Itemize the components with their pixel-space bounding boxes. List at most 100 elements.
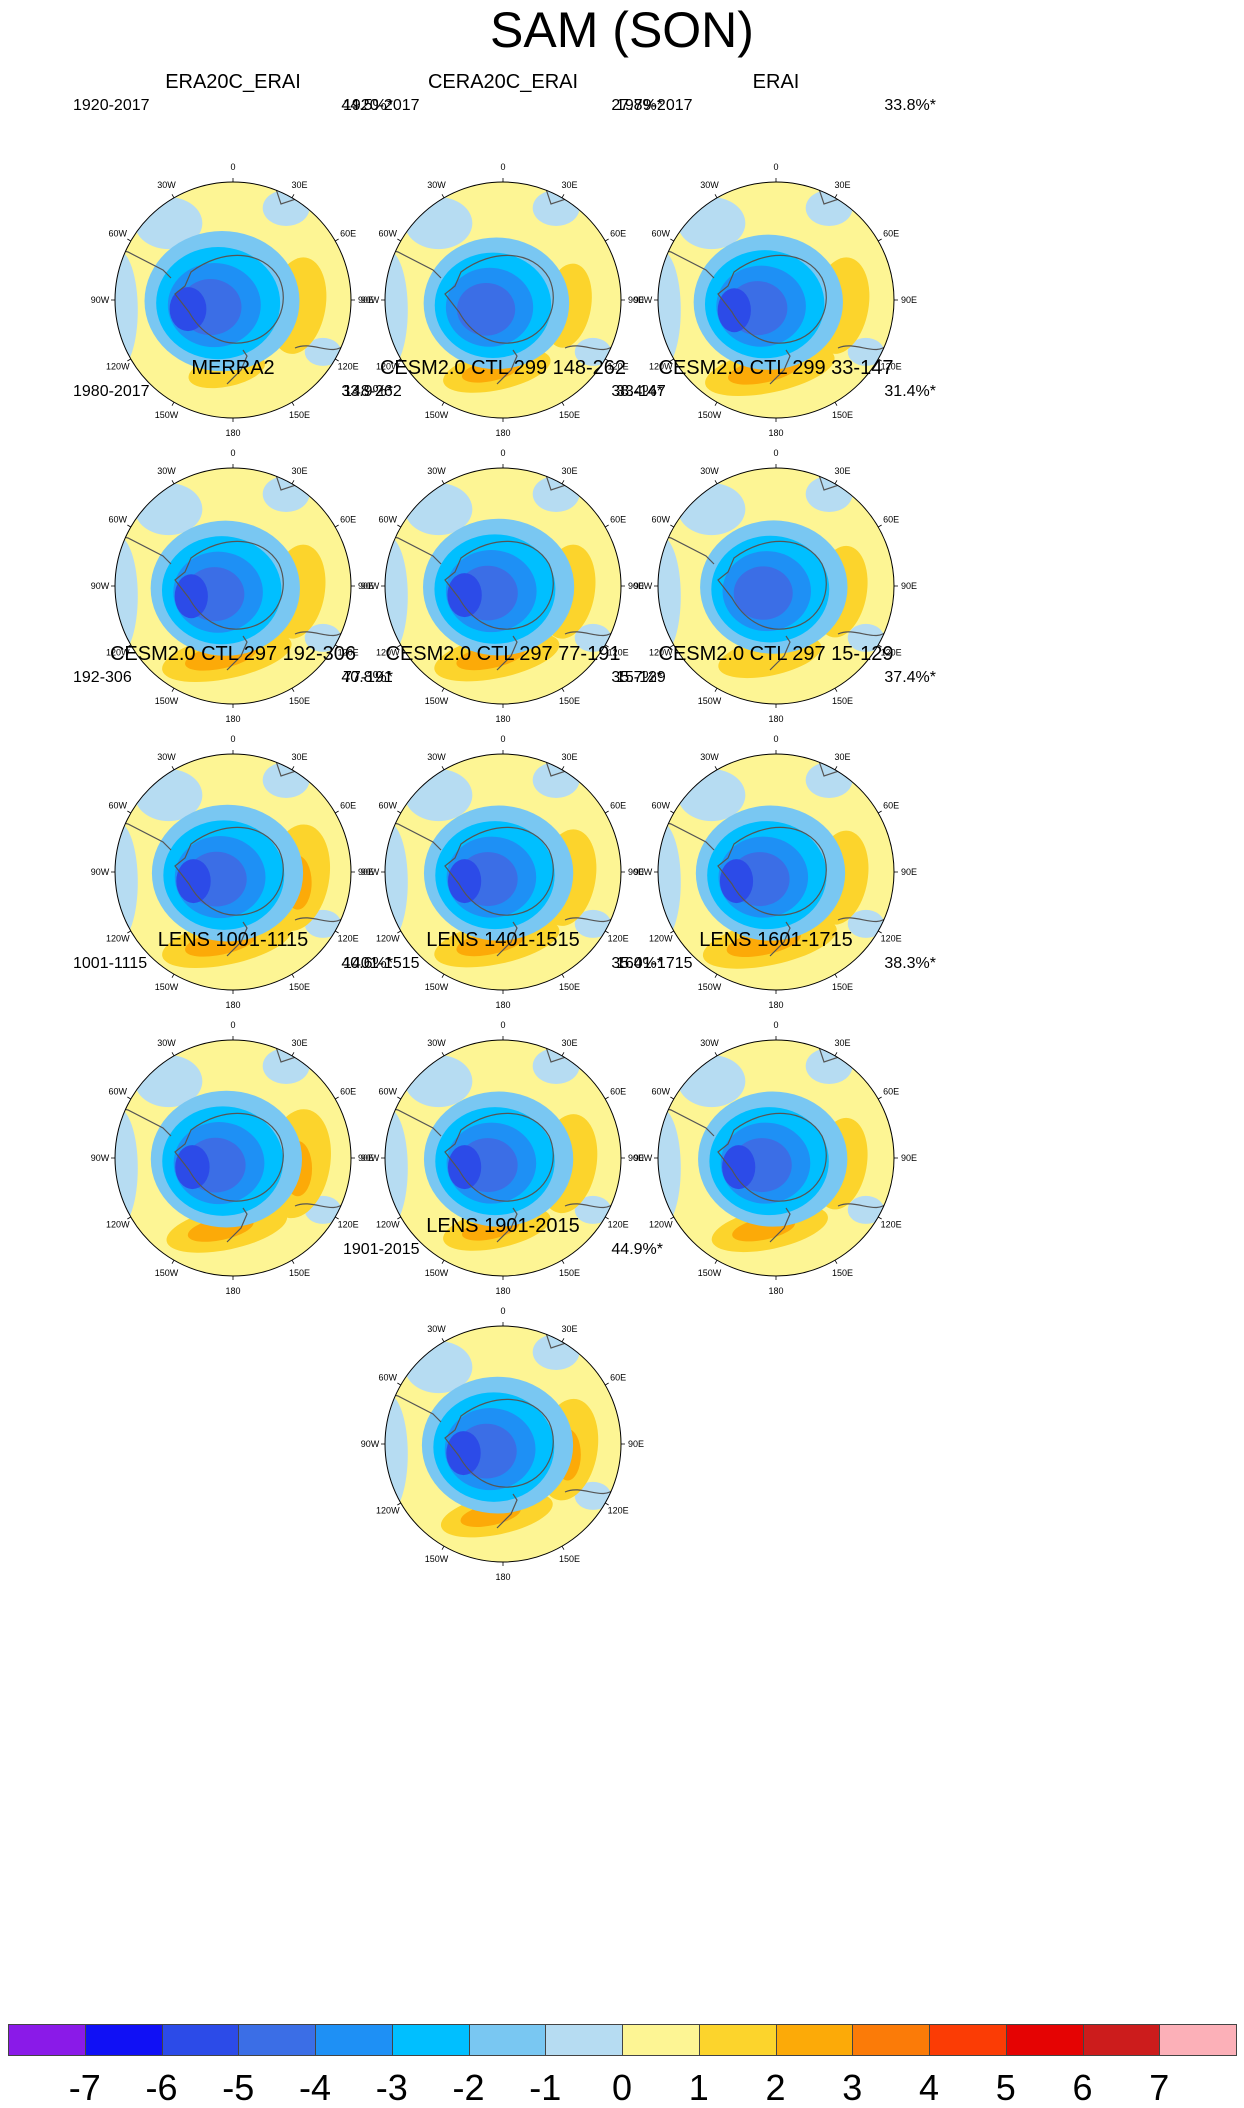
colorbar-tick-label: 1	[688, 2067, 709, 2108]
colorbar-tick-label: 0	[611, 2067, 633, 2108]
panel-title: LENS 1001-1115	[157, 929, 309, 951]
longitude-label: 150E	[559, 410, 580, 420]
colorbar-bin	[315, 2024, 393, 2056]
panel-variance: 31.4%*	[884, 383, 936, 400]
longitude-label: 120E	[608, 648, 629, 658]
longitude-label: 0	[500, 162, 505, 172]
longitude-label: 120W	[106, 648, 130, 658]
longitude-label: 150E	[289, 696, 310, 706]
map-panel: LENS 1901-2015 1901-2015 44.9%* 0 30E 60E 90E 1…	[323, 1214, 683, 1594]
new-zealand-coastline	[226, 921, 248, 957]
longitude-label: 30W	[427, 466, 446, 476]
longitude-label: 30E	[834, 466, 850, 476]
panel-title: LENS 1601-1715	[699, 929, 853, 951]
negative-lobe	[847, 909, 885, 938]
longitude-label: 120W	[649, 362, 673, 372]
longitude-label: 30W	[700, 180, 719, 190]
anomaly-field	[385, 1040, 621, 1276]
longitude-label: 90W	[361, 867, 380, 877]
longitude-label: 60W	[379, 229, 398, 239]
longitude-label: 30W	[427, 180, 446, 190]
longitude-label: 90E	[901, 581, 917, 591]
map-panel: CESM2.0 CTL 297 192-306 192-306 40.8%* 0 30E…	[53, 642, 413, 1022]
negative-lobe	[404, 769, 473, 822]
longitude-label: 180	[225, 1000, 240, 1010]
colorbar-bin	[852, 2024, 930, 2056]
negative-lobe	[304, 623, 342, 652]
map-panel: CESM2.0 CTL 297 15-129 15-129 37.4%* 0 30E 60…	[596, 642, 956, 1022]
longitude-label: 180	[225, 1286, 240, 1296]
longitude-label: 90E	[901, 867, 917, 877]
longitude-label: 60E	[340, 801, 356, 811]
antarctica-coastline	[717, 254, 827, 344]
panel-title: CERA20C_ERAI	[427, 71, 579, 93]
south-america-coastline	[385, 1383, 442, 1423]
new-zealand-coastline	[496, 349, 518, 385]
longitude-label: 150E	[289, 982, 310, 992]
south-america-coastline	[115, 239, 172, 279]
polar-map: 0 30E 60E 90E 120E 150E 180 150W 120W 90W 60W 30W	[634, 448, 917, 724]
antarctica-coastline	[717, 826, 827, 916]
trough-contour	[456, 282, 516, 336]
longitude-label: 30E	[561, 752, 577, 762]
anomaly-field	[658, 468, 894, 704]
panel-variance: 35.4%*	[611, 955, 663, 972]
longitude-label: 0	[773, 162, 778, 172]
colorbar-bin	[698, 2024, 777, 2056]
panel-period: 1001-1115	[73, 955, 148, 972]
longitude-label: 150E	[832, 1268, 853, 1278]
longitude-label: 0	[230, 1020, 235, 1030]
longitude-label: 60W	[109, 801, 128, 811]
panel-period: 1979-2017	[616, 97, 693, 114]
polar-map: 0 30E 60E 90E 120E 150E 180 150W 120W 90W 60W 30W	[91, 162, 374, 438]
negative-lobe	[385, 1108, 408, 1229]
longitude-label: 150E	[832, 696, 853, 706]
panel-period: 1901-2015	[343, 1241, 420, 1258]
longitude-label: 0	[500, 734, 505, 744]
negative-lobe	[134, 483, 203, 536]
trough-core	[447, 573, 482, 618]
longitude-label: 180	[768, 1000, 783, 1010]
antarctica-coastline	[174, 254, 284, 344]
new-zealand-coastline	[496, 1493, 518, 1529]
anomaly-field	[658, 182, 894, 418]
longitude-label: 90E	[628, 1153, 644, 1163]
panel-period: 148-262	[343, 383, 402, 400]
longitude-label: 90E	[628, 867, 644, 877]
longitude-label: 60E	[610, 515, 626, 525]
anomaly-field	[385, 1326, 621, 1562]
polar-map: 0 30E 60E 90E 120E 150E 180 150W 120W 90W 60W 30W	[634, 162, 917, 438]
south-america-coastline	[115, 1097, 172, 1137]
negative-lobe	[847, 623, 885, 652]
longitude-label: 120W	[376, 648, 400, 658]
longitude-label: 30E	[291, 752, 307, 762]
longitude-label: 120W	[376, 1506, 400, 1516]
longitude-label: 60E	[610, 229, 626, 239]
antarctica-coastline	[174, 540, 284, 630]
anomaly-field	[658, 754, 894, 990]
colorbar-bin	[84, 2024, 163, 2056]
new-zealand-coastline	[496, 921, 518, 957]
panel-period: 192-306	[73, 669, 132, 686]
polar-map: 0 30E 60E 90E 120E 150E 180 150W 120W 90W 60W 30W	[361, 1020, 644, 1296]
anomaly-field	[115, 1040, 351, 1276]
longitude-label: 90E	[358, 295, 374, 305]
longitude-label: 30W	[427, 1324, 446, 1334]
antarctica-coastline	[174, 1112, 284, 1202]
longitude-label: 150W	[698, 982, 722, 992]
longitude-label: 30W	[700, 752, 719, 762]
polar-map: 0 30E 60E 90E 120E 150E 180 150W 120W 90W 60W 30W	[361, 448, 644, 724]
trough-core	[448, 1145, 482, 1190]
negative-lobe	[574, 337, 612, 366]
trough-contour	[733, 566, 793, 620]
colorbar-tick-label: -6	[145, 2067, 178, 2108]
panel-period: 77-191	[343, 669, 393, 686]
longitude-label: 180	[495, 1286, 510, 1296]
figure-title: SAM (SON)	[490, 2, 754, 58]
panel-variance: 35.7%*	[611, 669, 663, 686]
negative-lobe	[658, 536, 681, 657]
longitude-label: 120W	[106, 362, 130, 372]
longitude-label: 0	[230, 448, 235, 458]
longitude-label: 60W	[652, 801, 671, 811]
negative-lobe	[805, 1048, 853, 1085]
